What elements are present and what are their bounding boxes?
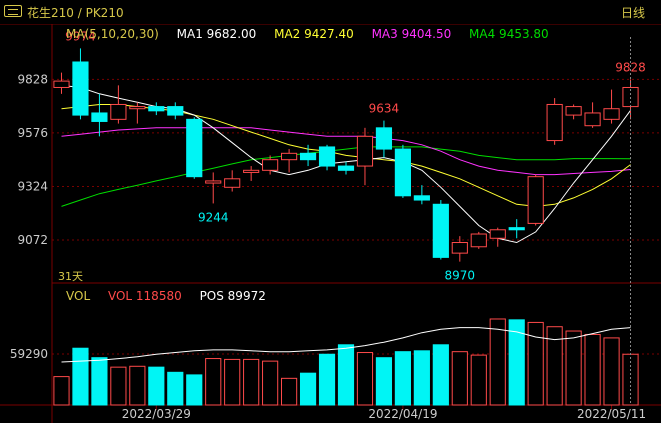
candle-up (470, 233, 487, 248)
period-selector[interactable]: 日线 (620, 6, 645, 20)
price-annotation-low1: 9244 (198, 210, 229, 224)
candle-up (243, 169, 260, 173)
candle-up (603, 108, 620, 120)
x-date-label: 2022/03/29 (122, 407, 191, 421)
main-legend: MA(5,10,20,30) MA1 9682.00 MA2 9427.40 M… (66, 27, 563, 41)
volume-bar (148, 366, 165, 406)
candle-down (72, 61, 89, 116)
y-tick-label: 9576 (17, 126, 48, 140)
candle-up (356, 135, 374, 167)
volume-bar (281, 377, 298, 406)
volume-bar (508, 319, 525, 406)
vol-tick-label: 59290 (10, 347, 48, 361)
instrument-title: 花生210 / PK210 (27, 6, 124, 20)
volume-bar (489, 318, 506, 406)
pos-legend-value: POS 89972 (199, 289, 266, 303)
candle-up (224, 178, 241, 188)
ma2-legend: MA2 9427.40 (274, 27, 354, 41)
candle-down (167, 106, 184, 116)
candle-up (584, 112, 601, 127)
candle-down (318, 146, 336, 167)
volume-bar (167, 371, 184, 406)
ma3-legend: MA3 9404.50 (371, 27, 452, 41)
volume-bar (413, 350, 430, 406)
candle-up (281, 152, 298, 161)
candle-up (53, 80, 70, 88)
volume-bar (565, 330, 582, 406)
volume-bar (337, 344, 355, 406)
vol-legend-label: VOL (66, 289, 91, 303)
ma-legend-label: MA(5,10,20,30) (66, 27, 159, 41)
candle-down (375, 127, 393, 150)
title-bar: 花生210 / PK210 日线 (0, 0, 661, 25)
candle-down (186, 118, 203, 178)
volume-bar (432, 344, 449, 406)
price-annotation-high1: 9974 (65, 29, 96, 43)
volume-bar (470, 354, 487, 406)
candle-down (91, 112, 108, 122)
y-tick-label: 9072 (17, 233, 48, 247)
volume-bar (546, 326, 563, 406)
volume-bar (375, 357, 393, 406)
candle-up (205, 180, 222, 184)
candle-up (489, 229, 506, 239)
candle-down (337, 165, 355, 171)
candle-up (110, 103, 127, 120)
volume-bar (299, 372, 317, 406)
bars-count-label: 31天 (58, 270, 83, 283)
vol-legend: VOL VOL 118580 POS 89972 (66, 289, 280, 303)
candle-down (394, 148, 411, 197)
candle-up (565, 106, 582, 116)
candle-down (508, 227, 525, 231)
y-tick-label: 9324 (17, 179, 48, 193)
x-date-label: 2022/04/19 (368, 407, 437, 421)
volume-bar (527, 321, 544, 406)
price-annotation-high2: 9828 (615, 60, 646, 74)
volume-bar (205, 358, 222, 406)
volume-bar (243, 358, 260, 406)
y-tick-label: 9828 (17, 72, 48, 86)
candle-up (451, 242, 468, 254)
candle-down (432, 203, 449, 258)
volume-bar (224, 358, 241, 406)
volume-bar (53, 376, 70, 406)
candle-down (299, 152, 317, 161)
volume-bar (110, 366, 127, 406)
candle-up (527, 176, 544, 224)
volume-bar (129, 365, 146, 406)
ma2-line (61, 104, 631, 207)
vol-legend-value: VOL 118580 (107, 289, 182, 303)
volume-bar (356, 352, 374, 406)
ma4-legend: MA4 9453.80 (469, 27, 549, 41)
ma4-line (61, 146, 631, 207)
candle-down (413, 195, 430, 201)
volume-bar (91, 357, 108, 406)
volume-bar (584, 333, 601, 406)
volume-bar (186, 374, 203, 406)
volume-bar (451, 351, 468, 406)
price-annotation-mid1: 9634 (369, 102, 400, 116)
pos-line (61, 327, 631, 363)
candle-down (148, 106, 165, 112)
back-icon[interactable] (4, 5, 22, 17)
volume-bar (72, 347, 89, 406)
volume-bar (318, 353, 336, 406)
x-date-label: 2022/05/11 (577, 407, 646, 421)
volume-bar (394, 351, 411, 406)
ma1-legend: MA1 9682.00 (176, 27, 257, 41)
candle-up (262, 159, 279, 171)
candle-up (546, 103, 563, 142)
candle-up (129, 106, 146, 110)
price-annotation-low2: 8970 (445, 269, 476, 283)
volume-bar (603, 337, 620, 406)
volume-bar (262, 360, 279, 406)
